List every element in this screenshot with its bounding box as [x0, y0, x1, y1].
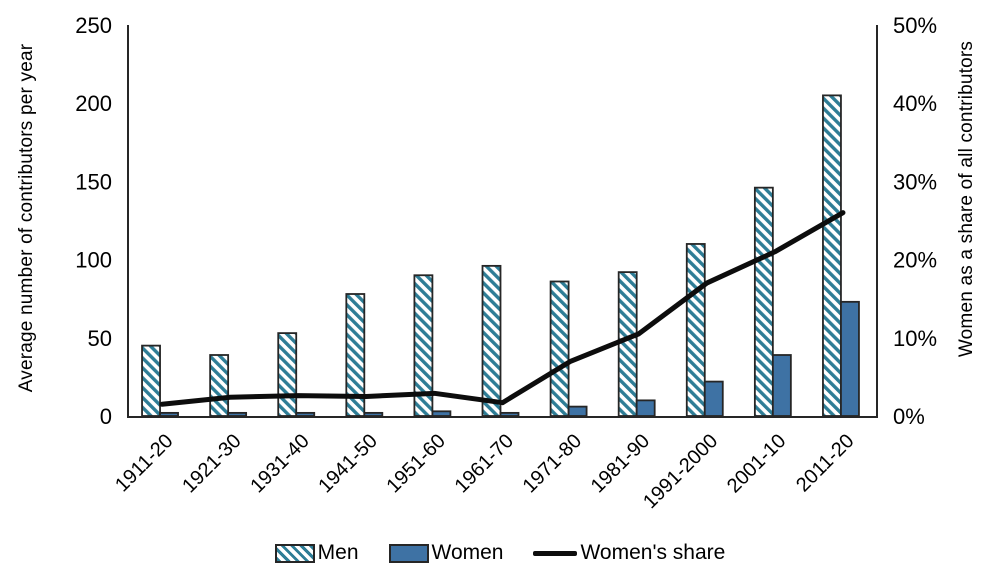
x-axis-tick-label: 2011-20 — [792, 430, 858, 496]
women-bar — [840, 300, 860, 417]
men-hatched-swatch-icon — [274, 543, 315, 563]
women-bar — [159, 411, 179, 417]
x-axis-tick-label: 1911-20 — [111, 430, 177, 496]
women-bar — [499, 411, 520, 417]
womens-share-line — [159, 210, 846, 407]
men-bar — [617, 271, 638, 417]
right-axis-tick-label: 30% — [893, 169, 937, 194]
women-bar — [567, 405, 588, 417]
legend-item-men: Men — [274, 541, 359, 565]
share-line-swatch-icon — [533, 550, 578, 556]
x-axis-tick-label: 1991-2000 — [639, 430, 722, 513]
x-axis-tick-label: 1941-50 — [314, 430, 381, 497]
women-solid-swatch-icon — [388, 543, 429, 563]
legend: Men Women Women's share — [0, 541, 1000, 565]
right-axis-tick-label: 40% — [893, 91, 937, 116]
men-bar — [753, 186, 774, 417]
legend-label-men: Men — [317, 541, 359, 564]
women-bar — [363, 411, 384, 417]
right-axis-tick-label: 10% — [893, 326, 937, 351]
men-bar — [277, 332, 298, 417]
men-bar — [481, 264, 502, 417]
x-axis-tick-label: 1981-90 — [587, 430, 654, 497]
women-bar — [295, 411, 316, 417]
women-bar — [227, 411, 248, 417]
left-axis-tick-label: 100 — [75, 248, 112, 273]
women-bar — [431, 410, 452, 417]
x-axis-tick-label: 1971-80 — [519, 430, 586, 497]
men-bar — [822, 94, 842, 417]
left-axis-tick-label: 200 — [75, 91, 112, 116]
women-bar — [703, 380, 724, 417]
left-axis-tick-label: 250 — [75, 13, 112, 38]
right-axis-tick-label: 20% — [893, 248, 937, 273]
men-bar — [549, 280, 570, 417]
right-axis-tick-label: 50% — [893, 13, 937, 38]
x-axis-tick-label: 2001-10 — [723, 430, 790, 497]
men-bar — [141, 344, 161, 417]
women-bar — [635, 399, 656, 417]
men-bar — [209, 354, 230, 417]
left-axis-tick-label: 50 — [88, 326, 112, 351]
legend-label-womens-share: Women's share — [580, 541, 726, 564]
left-axis-tick-label: 150 — [75, 169, 112, 194]
legend-label-women: Women — [431, 541, 504, 564]
right-axis-tick-label: 0% — [893, 404, 925, 429]
legend-item-womens-share: Women's share — [533, 541, 725, 565]
x-axis-tick-label: 1921-30 — [178, 430, 245, 497]
x-axis-tick-label: 1931-40 — [246, 430, 313, 497]
women-bar — [771, 354, 792, 417]
x-axis-tick-label: 1961-70 — [451, 430, 518, 497]
right-axis-title: Women as a share of all contributors — [956, 40, 977, 358]
x-axis-tick-label: 1951-60 — [382, 430, 449, 497]
legend-item-women: Women — [388, 541, 504, 565]
left-axis-tick-label: 0 — [100, 404, 112, 429]
men-bar — [685, 243, 706, 417]
